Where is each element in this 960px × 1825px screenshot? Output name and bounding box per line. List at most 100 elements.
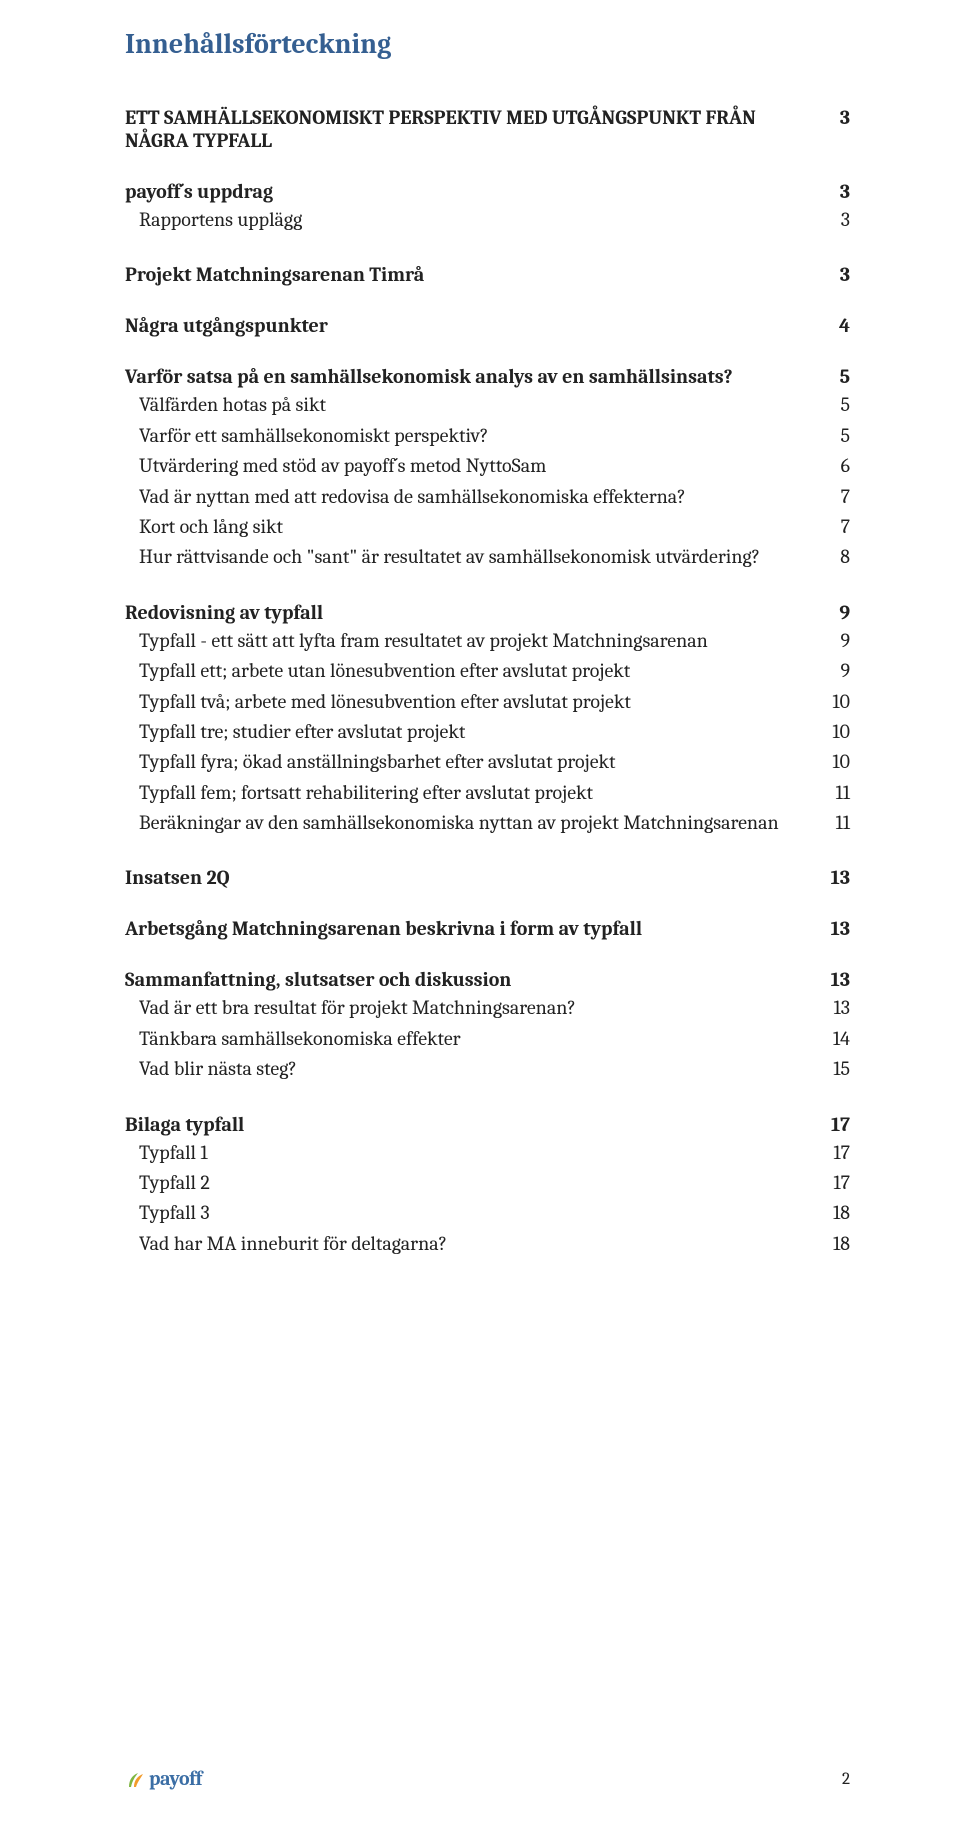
toc-entry-level2: Typfall ett; arbete utan lönesubvention … — [139, 656, 850, 686]
toc-entry-text: Välfärden hotas på sikt — [139, 390, 822, 420]
toc-entry-level1: Insatsen 2Q13 — [125, 866, 850, 889]
toc-entry-page: 13 — [822, 993, 850, 1023]
logo-text: payoff — [149, 1769, 202, 1789]
toc-entry-page: 5 — [822, 390, 850, 420]
toc-entry-level2: Kort och lång sikt7 — [139, 512, 850, 542]
page-title: Innehållsförteckning — [125, 28, 850, 60]
toc-entry-level1: Redovisning av typfall9 — [125, 601, 850, 624]
toc-entry-text: Kort och lång sikt — [139, 512, 822, 542]
toc-entry-level1: Arbetsgång Matchningsarenan beskrivna i … — [125, 917, 850, 940]
toc-entry-page: 15 — [822, 1054, 850, 1084]
toc-entry-level2: Typfall 318 — [139, 1198, 850, 1228]
toc-entry-level1: Varför satsa på en samhällsekonomisk ana… — [125, 365, 850, 388]
page-footer: payoff 2 — [125, 1769, 850, 1789]
toc-entry-level1: Bilaga typfall17 — [125, 1113, 850, 1136]
toc-entry-level2: Vad blir nästa steg?15 — [139, 1054, 850, 1084]
toc-entry-text: Sammanfattning, slutsatser och diskussio… — [125, 968, 822, 991]
toc-entry-level2: Rapportens upplägg3 — [139, 205, 850, 235]
toc-entry-level2: Hur rättvisande och "sant" är resultatet… — [139, 542, 850, 572]
toc-entry-page: 10 — [822, 687, 850, 717]
toc-entry-page: 14 — [822, 1024, 850, 1054]
toc-entry-text: Vad blir nästa steg? — [139, 1054, 822, 1084]
toc-entry-level1: Några utgångspunkter4 — [125, 314, 850, 337]
toc-entry-text: ETT SAMHÄLLSEKONOMISKT PERSPEKTIV MED UT… — [125, 106, 822, 152]
toc-entry-text: Vad är ett bra resultat för projekt Matc… — [139, 993, 822, 1023]
toc-entry-level2: Typfall - ett sätt att lyfta fram result… — [139, 626, 850, 656]
footer-logo: payoff — [125, 1769, 202, 1789]
toc-entry-text: Arbetsgång Matchningsarenan beskrivna i … — [125, 917, 822, 940]
toc-entry-level2: Vad har MA inneburit för deltagarna?18 — [139, 1229, 850, 1259]
toc-entry-text: Typfall ett; arbete utan lönesubvention … — [139, 656, 822, 686]
toc-entry-text: Typfall 1 — [139, 1138, 822, 1168]
toc-entry-page: 5 — [822, 421, 850, 451]
toc-entry-page: 17 — [822, 1113, 850, 1136]
toc-entry-page: 3 — [822, 180, 850, 203]
toc-entry-text: Typfall fyra; ökad anställningsbarhet ef… — [139, 747, 822, 777]
leaf-icon — [125, 1769, 147, 1789]
toc-entry-level2: Vad är ett bra resultat för projekt Matc… — [139, 993, 850, 1023]
toc-entry-text: Typfall fem; fortsatt rehabilitering eft… — [139, 778, 822, 808]
toc-entry-level1: Sammanfattning, slutsatser och diskussio… — [125, 968, 850, 991]
toc-entry-page: 11 — [822, 778, 850, 808]
toc-entry-page: 7 — [822, 512, 850, 542]
toc-entry-page: 18 — [822, 1198, 850, 1228]
toc-entry-text: Vad har MA inneburit för deltagarna? — [139, 1229, 822, 1259]
toc-entry-text: Bilaga typfall — [125, 1113, 822, 1136]
document-page: Innehållsförteckning ETT SAMHÄLLSEKONOMI… — [0, 0, 960, 1825]
toc-entry-text: Typfall tre; studier efter avslutat proj… — [139, 717, 822, 747]
toc-entry-page: 13 — [822, 917, 850, 940]
toc-entry-page: 6 — [822, 451, 850, 481]
toc-entry-page: 13 — [822, 968, 850, 991]
toc-entry-level2: Vad är nyttan med att redovisa de samhäl… — [139, 482, 850, 512]
toc-entry-page: 17 — [822, 1168, 850, 1198]
toc-entry-text: Varför satsa på en samhällsekonomisk ana… — [125, 365, 822, 388]
toc-entry-text: Några utgångspunkter — [125, 314, 822, 337]
toc-entry-page: 17 — [822, 1138, 850, 1168]
toc-entry-page: 5 — [822, 365, 850, 388]
toc-entry-level1: ETT SAMHÄLLSEKONOMISKT PERSPEKTIV MED UT… — [125, 106, 850, 152]
toc-entry-text: Rapportens upplägg — [139, 205, 822, 235]
toc-entry-level2: Varför ett samhällsekonomiskt perspektiv… — [139, 421, 850, 451]
toc-entry-level2: Välfärden hotas på sikt5 — [139, 390, 850, 420]
toc-entry-level2: Typfall 117 — [139, 1138, 850, 1168]
toc-entry-text: Tänkbara samhällsekonomiska effekter — [139, 1024, 822, 1054]
toc-entry-text: Vad är nyttan med att redovisa de samhäl… — [139, 482, 822, 512]
toc-entry-text: Hur rättvisande och "sant" är resultatet… — [139, 542, 822, 572]
toc-entry-page: 3 — [822, 106, 850, 129]
toc-entry-text: Typfall två; arbete med lönesubvention e… — [139, 687, 822, 717]
toc-entry-level2: Beräkningar av den samhällsekonomiska ny… — [139, 808, 850, 838]
toc-entry-page: 9 — [822, 626, 850, 656]
toc-entry-level2: Typfall 217 — [139, 1168, 850, 1198]
toc-entry-level1: payoff´s uppdrag3 — [125, 180, 850, 203]
toc-entry-text: Utvärdering med stöd av payoff´s metod N… — [139, 451, 822, 481]
toc-entry-text: Insatsen 2Q — [125, 866, 822, 889]
toc-entry-text: Typfall 3 — [139, 1198, 822, 1228]
toc-entry-page: 9 — [822, 656, 850, 686]
toc-entry-page: 7 — [822, 482, 850, 512]
toc-entry-text: Varför ett samhällsekonomiskt perspektiv… — [139, 421, 822, 451]
toc-entry-text: Beräkningar av den samhällsekonomiska ny… — [139, 808, 822, 838]
toc-entry-level2: Typfall fyra; ökad anställningsbarhet ef… — [139, 747, 850, 777]
toc-entry-level2: Utvärdering med stöd av payoff´s metod N… — [139, 451, 850, 481]
page-number: 2 — [842, 1770, 850, 1789]
toc-entry-page: 10 — [822, 747, 850, 777]
toc-entry-level2: Typfall två; arbete med lönesubvention e… — [139, 687, 850, 717]
toc-entry-page: 8 — [822, 542, 850, 572]
toc-entry-text: Typfall 2 — [139, 1168, 822, 1198]
toc-entry-page: 11 — [822, 808, 850, 838]
toc-entry-text: payoff´s uppdrag — [125, 180, 822, 203]
toc-entry-level1: Projekt Matchningsarenan Timrå3 — [125, 263, 850, 286]
toc-entry-level2: Typfall fem; fortsatt rehabilitering eft… — [139, 778, 850, 808]
toc-entry-page: 3 — [822, 205, 850, 235]
toc-entry-page: 18 — [822, 1229, 850, 1259]
toc-entry-page: 3 — [822, 263, 850, 286]
toc-entry-page: 10 — [822, 717, 850, 747]
toc-entry-page: 13 — [822, 866, 850, 889]
toc-entry-text: Projekt Matchningsarenan Timrå — [125, 263, 822, 286]
toc-entry-page: 9 — [822, 601, 850, 624]
table-of-contents: ETT SAMHÄLLSEKONOMISKT PERSPEKTIV MED UT… — [125, 106, 850, 1259]
toc-entry-level2: Typfall tre; studier efter avslutat proj… — [139, 717, 850, 747]
toc-entry-text: Typfall - ett sätt att lyfta fram result… — [139, 626, 822, 656]
toc-entry-level2: Tänkbara samhällsekonomiska effekter14 — [139, 1024, 850, 1054]
toc-entry-page: 4 — [822, 314, 850, 337]
